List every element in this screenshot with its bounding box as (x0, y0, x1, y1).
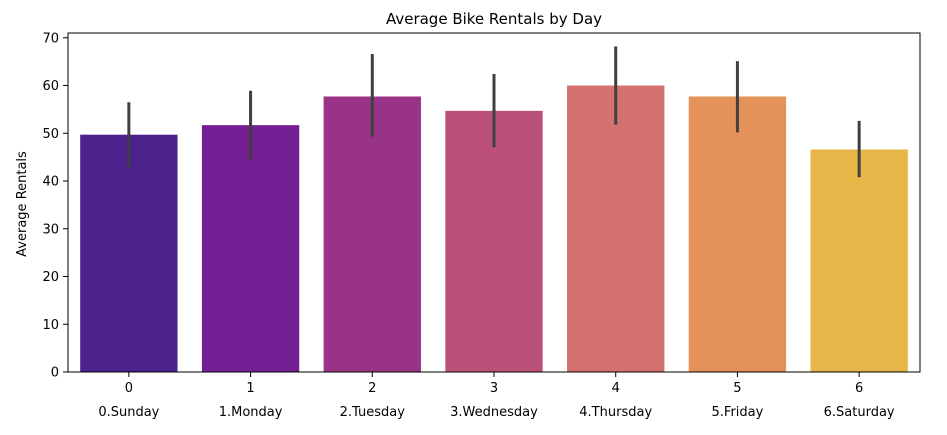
chart-title: Average Bike Rentals by Day (386, 10, 602, 28)
y-tick-label: 40 (42, 175, 59, 190)
y-axis-title: Average Rentals (15, 151, 30, 257)
x-category-label: 4.Thursday (579, 405, 652, 420)
x-tick-label: 0 (125, 381, 133, 396)
y-tick-label: 50 (42, 127, 59, 142)
x-tick-label: 3 (490, 381, 498, 396)
x-tick-label: 2 (368, 381, 376, 396)
x-category-label: 5.Friday (712, 405, 764, 420)
y-tick-label: 60 (42, 79, 59, 94)
y-tick-label: 30 (42, 222, 59, 237)
bar-6 (810, 149, 908, 372)
bar-4 (567, 85, 665, 373)
error-bars-layer (127, 46, 861, 178)
y-axis: 0 10 20 30 40 50 60 70 (42, 31, 68, 381)
bar-2 (323, 96, 421, 373)
bars-layer (80, 85, 908, 373)
x-category-label: 6.Saturday (824, 405, 895, 420)
x-tick-label: 6 (855, 381, 863, 396)
bar-5 (688, 96, 787, 373)
x-category-label: 3.Wednesday (450, 405, 538, 420)
y-tick-label: 20 (42, 270, 59, 285)
x-category-label: 0.Sunday (98, 405, 159, 420)
y-tick-label: 10 (42, 318, 59, 333)
plot-frame (67, 32, 921, 373)
bar-3 (445, 110, 543, 373)
x-axis: 0 0.Sunday 1 1.Monday 2 2.Tuesday 3 3.Wednesday… (98, 372, 895, 420)
bar-1 (201, 125, 300, 373)
bar-0 (80, 134, 178, 372)
x-category-label: 2.Tuesday (340, 405, 406, 420)
x-tick-label: 4 (612, 381, 620, 396)
x-tick-label: 1 (246, 381, 254, 396)
x-category-label: 1.Monday (219, 405, 283, 420)
y-tick-label: 0 (51, 366, 59, 381)
y-tick-label: 70 (42, 31, 59, 46)
x-tick-label: 5 (733, 381, 741, 396)
